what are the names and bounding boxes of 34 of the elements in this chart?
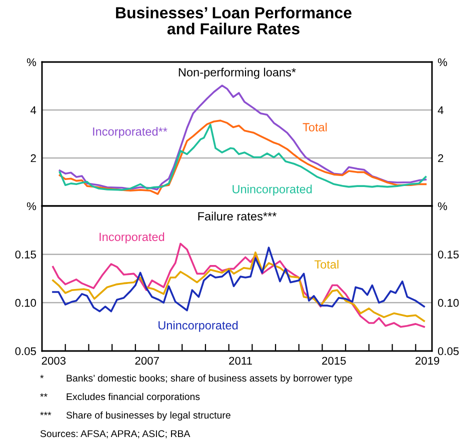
series-label: Total	[302, 122, 327, 132]
y-tick-label: 0.10	[15, 298, 36, 307]
line-series	[52, 246, 425, 312]
y2-tick-label: 0.15	[438, 250, 459, 258]
text: *** Share of businesses by legal structure	[40, 411, 230, 421]
series-label: Total	[314, 260, 338, 269]
x-tick-label: 2011	[229, 356, 252, 365]
y2-tick-label: 4	[438, 106, 444, 114]
y-tick-label: %	[26, 202, 36, 210]
series-label: Incorporated	[100, 232, 164, 244]
text: ** Excludes financial corporations	[40, 392, 200, 402]
y-tick-label: 2	[30, 154, 36, 162]
chart-subtitle: Non-performing loans*	[178, 68, 296, 79]
series-label: Incorporated**	[93, 127, 168, 138]
x-tick-label: 2019	[416, 356, 440, 365]
y2-tick-label: 2	[438, 154, 444, 162]
y2-tick-label: %	[438, 58, 448, 66]
source-note: Sources: AFSA; APRA; ASIC; RBA	[40, 430, 190, 438]
y-tick-label: 0.05	[15, 347, 36, 356]
text: * Banks’ domestic books; share of business assets by borrower type	[40, 374, 352, 384]
x-tick-label: 2007	[135, 356, 159, 365]
x-tick-label: 2003	[42, 356, 66, 365]
y-tick-label: 4	[30, 106, 36, 114]
line-series	[52, 251, 425, 322]
chart-title: Businesses’ Loan Performance and Failure Rates	[116, 6, 352, 34]
x-tick-label: 2015	[322, 356, 346, 365]
y2-tick-label: 0.05	[438, 347, 459, 356]
y-tick-label: 0.15	[15, 250, 36, 258]
series-label: Unincorporated	[158, 320, 238, 332]
y2-tick-label: %	[438, 202, 448, 210]
series-label: Unincorporated	[232, 184, 312, 196]
chart-subtitle: Failure rates***	[198, 212, 277, 220]
y-tick-label: %	[26, 58, 36, 66]
y2-tick-label: 0.10	[438, 298, 459, 307]
